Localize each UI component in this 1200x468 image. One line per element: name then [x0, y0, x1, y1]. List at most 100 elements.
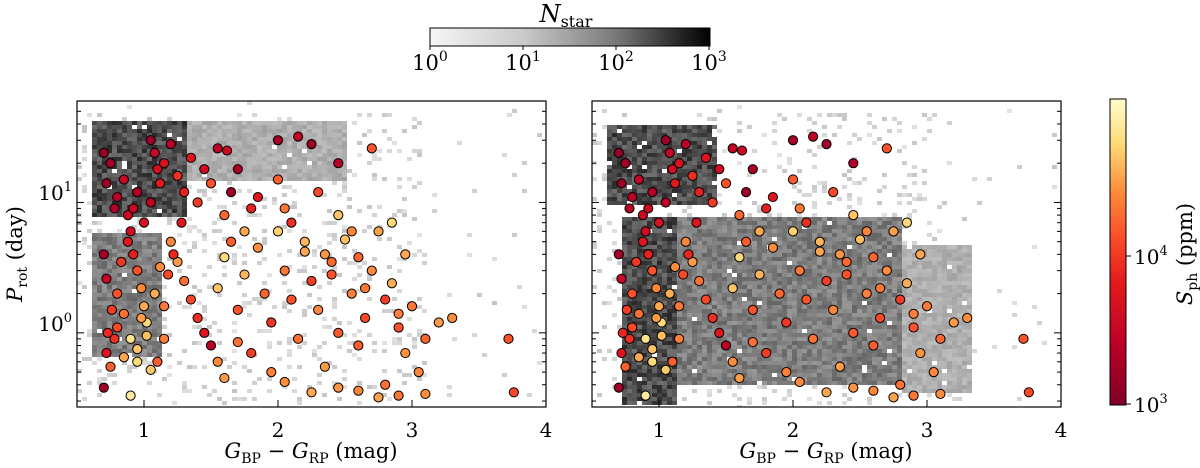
density-cell: [842, 337, 847, 341]
density-cell: [367, 297, 372, 301]
density-cell: [157, 121, 162, 125]
scatter-point: [293, 333, 304, 344]
density-cell: [222, 133, 227, 137]
density-cell: [702, 173, 707, 177]
density-cell: [862, 285, 867, 289]
density-cell: [627, 377, 632, 381]
density-cell: [892, 257, 897, 261]
density-cell: [287, 185, 292, 189]
density-cell: [752, 321, 757, 325]
density-cell: [802, 241, 807, 245]
density-cell: [257, 169, 262, 173]
density-cell: [717, 309, 722, 313]
density-cell: [872, 357, 877, 361]
scatter-point: [118, 308, 130, 319]
density-cell: [842, 249, 847, 253]
density-cell: [802, 353, 807, 357]
density-cell: [247, 101, 252, 105]
density-cell: [617, 261, 622, 265]
density-cell: [882, 185, 887, 189]
density-cell: [257, 301, 262, 305]
density-cell: [687, 201, 692, 205]
density-cell: [732, 329, 737, 333]
density-cell: [297, 165, 302, 169]
density-cell: [137, 185, 142, 189]
density-cell: [802, 273, 807, 277]
density-cell: [142, 341, 147, 345]
density-cell: [787, 301, 792, 305]
density-cell: [717, 377, 722, 381]
density-cell: [102, 337, 107, 341]
density-cell: [142, 181, 147, 185]
density-cell: [127, 121, 132, 125]
density-cell: [227, 173, 232, 177]
density-cell: [812, 317, 817, 321]
density-cell: [677, 189, 682, 193]
density-cell: [692, 321, 697, 325]
density-cell: [712, 153, 717, 157]
density-cell: [112, 257, 117, 261]
density-cell: [182, 121, 187, 125]
density-cell: [812, 249, 817, 253]
density-cell: [127, 273, 132, 277]
density-cell: [837, 217, 842, 221]
density-cell: [217, 161, 222, 165]
density-cell: [717, 285, 722, 289]
density-cell: [632, 389, 637, 393]
density-cell: [727, 261, 732, 265]
density-cell: [172, 133, 177, 137]
density-cell: [752, 261, 757, 265]
density-cell: [662, 345, 667, 349]
density-cell: [637, 197, 642, 201]
density-cell: [772, 353, 777, 357]
density-cell: [672, 217, 677, 221]
density-cell: [852, 349, 857, 353]
density-cell: [692, 245, 697, 249]
density-cell: [102, 129, 107, 133]
density-cell: [132, 121, 137, 125]
density-cell: [187, 165, 192, 169]
density-cell: [827, 285, 832, 289]
density-cell: [762, 225, 767, 229]
density-cell: [717, 353, 722, 357]
density-cell: [772, 141, 777, 145]
density-cell: [877, 357, 882, 361]
density-cell: [167, 149, 172, 153]
density-cell: [737, 281, 742, 285]
density-cell: [97, 265, 102, 269]
density-cell: [642, 329, 647, 333]
density-cell: [672, 381, 677, 385]
density-cell: [692, 329, 697, 333]
density-cell: [812, 313, 817, 317]
density-cell: [292, 145, 297, 149]
density-cell: [302, 269, 307, 273]
density-cell: [112, 313, 117, 317]
density-cell: [152, 129, 157, 133]
density-cell: [877, 201, 882, 205]
density-cell: [312, 121, 317, 125]
density-cell: [647, 165, 652, 169]
density-cell: [852, 273, 857, 277]
density-cell: [217, 229, 222, 233]
density-cell: [137, 121, 142, 125]
density-cell: [642, 269, 647, 273]
density-cell: [257, 129, 262, 133]
density-cell: [627, 373, 632, 377]
density-cell: [887, 277, 892, 281]
density-cell: [892, 353, 897, 357]
density-cell: [867, 225, 872, 229]
density-cell: [757, 209, 762, 213]
density-cell: [687, 305, 692, 309]
density-cell: [152, 313, 157, 317]
scatter-point: [313, 187, 324, 198]
density-cell: [867, 281, 872, 285]
density-cell: [847, 177, 852, 181]
density-cell: [282, 129, 287, 133]
density-cell: [177, 161, 182, 165]
density-cell: [122, 325, 127, 329]
density-cell: [212, 189, 217, 193]
density-cell: [797, 293, 802, 297]
density-cell: [787, 277, 792, 281]
density-cell: [712, 261, 717, 265]
density-cell: [882, 381, 887, 385]
